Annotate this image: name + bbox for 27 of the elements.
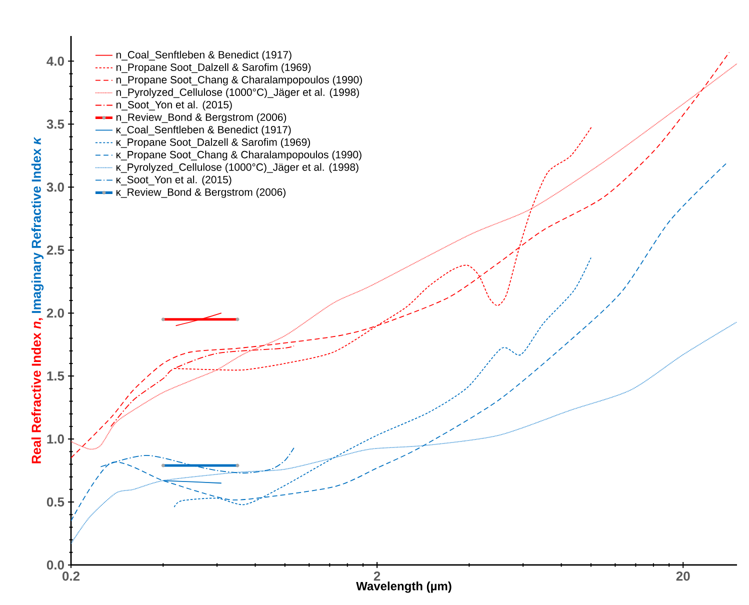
x-axis-title: Wavelength (µm) bbox=[356, 582, 452, 593]
legend-label: n_Propane Soot_Dalzell & Sarofim (1969) bbox=[116, 63, 311, 74]
legend-label: n_Review_Bond & Bergstrom (2006) bbox=[116, 113, 286, 123]
legend-label: κ_Coal_Senftleben & Benedict (1917) bbox=[116, 126, 291, 136]
x-tick-label: 20 bbox=[676, 572, 690, 581]
y-tick-label: 3.5 bbox=[46, 120, 64, 129]
x-tick-label: 2 bbox=[374, 572, 380, 581]
y-tick-label: 2.5 bbox=[46, 246, 64, 255]
y2-axis-title: Imaginary Refractive Index κ bbox=[31, 136, 44, 313]
legend-label: κ_Propane Soot_Chang & Charalampopoulos (1990) bbox=[116, 150, 362, 160]
y-tick-label: 1.5 bbox=[47, 372, 64, 381]
legend-label: κ_Review_Bond & Bergstrom (2006) bbox=[116, 188, 286, 198]
legend-label: κ_Pyrolyzed_Cellulose (1000°C)_Jäger et al. (1998) bbox=[116, 163, 358, 173]
y-tick-label: 2.0 bbox=[46, 308, 64, 318]
legend-label: κ_Soot_Yon et al. (2015) bbox=[116, 176, 232, 186]
legend-label: κ_Propane Soot_Dalzell & Sarofim (1969) bbox=[116, 138, 310, 148]
legend-label: n_Propane Soot_Chang & Charalampopoulos (1990) bbox=[116, 76, 362, 86]
legend-label: n_Pyrolyzed_Cellulose (1000°C)_Jäger et al. (1998) bbox=[116, 88, 359, 98]
y-tick-label: 1.0 bbox=[47, 434, 64, 444]
legend-label: n_Coal_Senftleben & Benedict (1917) bbox=[116, 50, 292, 61]
y-tick-label: 0.5 bbox=[46, 497, 64, 507]
y-axis-title: Real Refractive Index n, bbox=[31, 318, 43, 464]
legend-label: n_Soot_Yon et al. (2015) bbox=[116, 100, 232, 110]
y-tick-label: 0.0 bbox=[46, 560, 64, 570]
x-tick-label: 0.2 bbox=[62, 572, 80, 581]
y-tick-label: 4.0 bbox=[46, 56, 64, 66]
y-tick-label: 3.0 bbox=[46, 182, 64, 192]
